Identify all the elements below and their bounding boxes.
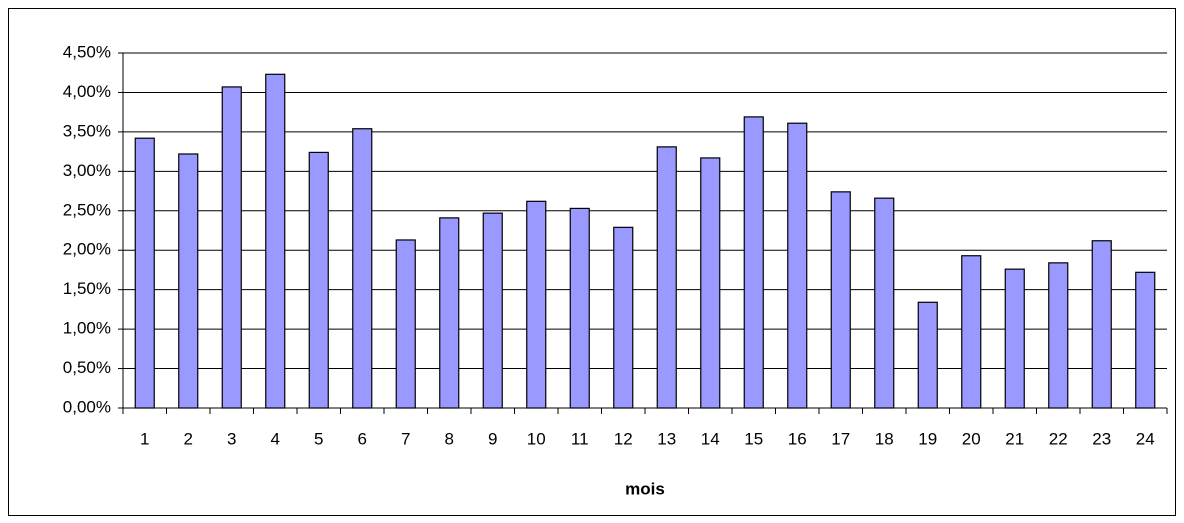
bar <box>178 153 199 409</box>
bar <box>134 137 155 409</box>
bar <box>830 191 851 409</box>
bar <box>917 301 938 409</box>
x-tick-label: 7 <box>401 429 410 448</box>
y-tick-label: 2,50% <box>63 200 111 219</box>
x-tick-label: 14 <box>701 429 720 448</box>
y-tick-label: 1,50% <box>63 279 111 298</box>
x-tick-label: 1 <box>140 429 149 448</box>
x-tick-label: 2 <box>184 429 193 448</box>
x-tick-label: 17 <box>831 429 850 448</box>
bar <box>743 116 764 409</box>
bar <box>352 128 373 409</box>
bar <box>439 217 460 409</box>
bar <box>1135 271 1156 409</box>
bar <box>526 200 547 409</box>
x-tick-label: 3 <box>227 429 236 448</box>
x-tick-label: 9 <box>488 429 497 448</box>
bar <box>787 122 808 409</box>
x-tick-label: 6 <box>358 429 367 448</box>
y-tick-label: 3,00% <box>63 161 111 180</box>
chart-border <box>8 8 1176 516</box>
bar <box>656 146 677 409</box>
x-tick-label: 21 <box>1005 429 1024 448</box>
y-tick-label: 4,50% <box>63 42 111 61</box>
x-tick-label: 24 <box>1136 429 1155 448</box>
bar <box>221 86 242 409</box>
x-tick-label: 18 <box>875 429 894 448</box>
x-tick-label: 22 <box>1049 429 1068 448</box>
x-tick-label: 11 <box>571 429 589 448</box>
x-tick-label: 16 <box>788 429 807 448</box>
bar <box>700 157 721 409</box>
x-tick-label: 8 <box>445 429 454 448</box>
bar <box>1048 262 1069 409</box>
x-tick-label: 12 <box>614 429 633 448</box>
y-tick-label: 3,50% <box>63 121 111 140</box>
y-tick-label: 0,50% <box>63 358 111 377</box>
bar <box>1004 268 1025 409</box>
y-tick-label: 0,00% <box>63 397 111 416</box>
x-tick-label: 4 <box>271 429 280 448</box>
x-axis-label: mois <box>625 479 665 498</box>
x-tick-label: 15 <box>744 429 763 448</box>
bar <box>1091 240 1112 409</box>
bar <box>961 255 982 409</box>
x-tick-label: 13 <box>657 429 676 448</box>
x-tick-label: 10 <box>527 429 546 448</box>
bar <box>874 197 895 409</box>
bar <box>265 73 286 409</box>
x-tick-label: 5 <box>314 429 323 448</box>
bar <box>308 151 329 409</box>
y-tick-label: 4,00% <box>63 82 111 101</box>
x-tick-label: 19 <box>918 429 937 448</box>
y-tick-label: 1,00% <box>63 319 111 338</box>
x-tick-label: 20 <box>962 429 981 448</box>
bar <box>613 226 634 409</box>
x-tick-label: 23 <box>1092 429 1111 448</box>
bar <box>569 207 590 409</box>
bar <box>395 239 416 409</box>
bar <box>482 212 503 409</box>
y-tick-label: 2,00% <box>63 240 111 259</box>
